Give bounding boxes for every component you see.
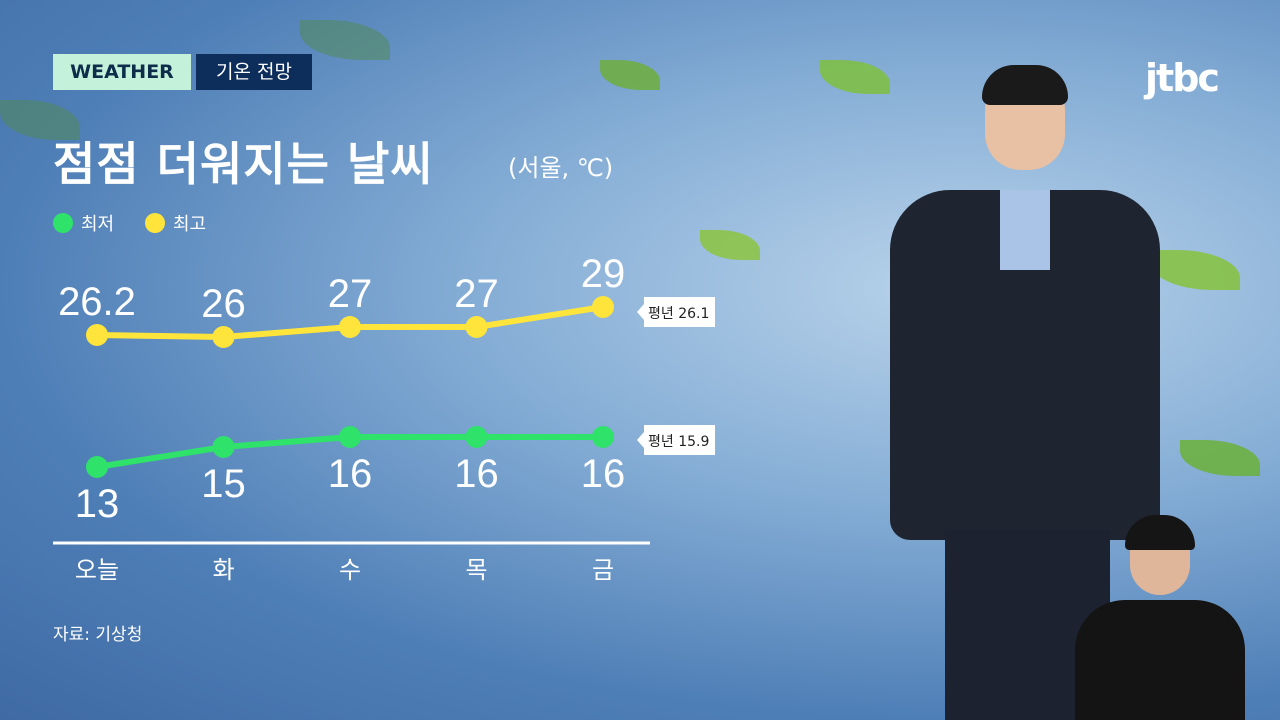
legend-min: 최저: [53, 210, 114, 236]
normal-value-label: 평년 15.9: [648, 434, 709, 450]
data-label: 16: [581, 452, 626, 496]
x-tick-label: 금: [592, 556, 614, 584]
sign-language-interpreter: [1075, 515, 1245, 720]
data-label: 15: [201, 462, 246, 506]
normal-value-label: 평년 26.1: [648, 306, 709, 322]
data-label: 27: [454, 272, 499, 316]
legend-max-label: 최고: [173, 214, 207, 235]
jtbc-logo: jtbc: [1145, 56, 1220, 100]
legend-max-dot: [145, 213, 165, 233]
legend-min-label: 최저: [81, 214, 115, 235]
data-label: 27: [328, 272, 373, 316]
legend-max: 최고: [145, 210, 206, 236]
data-point: [465, 316, 488, 338]
data-label: 26: [201, 282, 246, 326]
data-point: [86, 456, 108, 478]
data-point: [592, 426, 614, 448]
data-point: [339, 316, 361, 338]
unit-label: (서울, ℃): [508, 154, 614, 182]
x-tick-label: 오늘: [75, 556, 119, 584]
normal-callout: [637, 425, 715, 455]
weather-tag: WEATHER: [53, 54, 191, 90]
data-point: [465, 426, 488, 448]
x-tick-label: 화: [212, 556, 234, 584]
data-point: [212, 436, 235, 458]
data-point: [339, 426, 361, 448]
presenter: [890, 60, 1160, 720]
legend-min-dot: [53, 213, 73, 233]
x-tick-label: 수: [339, 556, 361, 584]
source-label: 자료: 기상청: [53, 625, 143, 645]
x-tick-label: 목: [465, 556, 487, 584]
data-label: 29: [581, 252, 626, 296]
data-point: [86, 324, 108, 346]
data-point: [212, 326, 235, 348]
normal-callout: [637, 297, 715, 327]
page-title: 점점 더워지는 날씨: [53, 137, 434, 191]
data-label: 26.2: [58, 280, 136, 324]
data-point: [592, 296, 614, 318]
data-label: 13: [75, 482, 120, 526]
forecast-subtag: 기온 전망: [196, 54, 312, 90]
data-label: 16: [454, 452, 499, 496]
data-label: 16: [328, 452, 373, 496]
